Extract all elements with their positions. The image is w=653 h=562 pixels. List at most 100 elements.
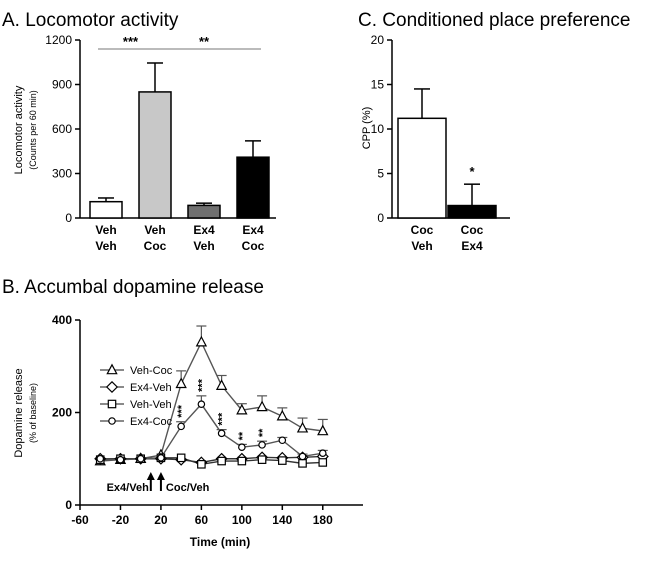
category-label: Coc <box>411 223 434 237</box>
panel-a-ylabel-sub: (Counts per 60 min) <box>28 90 38 170</box>
bar <box>89 200 123 219</box>
significance-label: *** <box>123 34 139 49</box>
category-label: Ex4 <box>461 239 483 253</box>
data-point-triangle <box>296 421 309 433</box>
data-point-circle <box>197 400 206 408</box>
y-tick-label: 200 <box>52 406 72 420</box>
y-tick-label: 0 <box>65 498 72 512</box>
x-tick-label: 180 <box>313 513 333 527</box>
panel-b: B. Accumbal dopamine release Dopamine re… <box>2 277 363 549</box>
panel-a-ylabel: Locomotor activity <box>13 85 25 174</box>
category-label: Veh <box>144 223 165 237</box>
significance-label: * <box>469 164 475 179</box>
bar <box>447 204 497 219</box>
x-tick-label: 60 <box>195 513 209 527</box>
panel-a-title: A. Locomotor activity <box>2 10 179 31</box>
y-tick-label: 20 <box>371 33 385 47</box>
y-tick-label: 0 <box>377 211 384 225</box>
y-tick-label: 600 <box>52 122 72 136</box>
data-point-circle <box>108 417 116 425</box>
data-point-square <box>176 453 186 463</box>
data-point-diamond <box>105 380 119 394</box>
data-point-circle <box>238 443 246 451</box>
y-tick-label: 10 <box>371 122 385 136</box>
data-point-triangle <box>215 379 228 390</box>
panel-c: C. Conditioned place preference CPP (%) … <box>358 10 631 253</box>
bar <box>138 91 172 219</box>
data-point-circle <box>318 449 327 458</box>
legend-label: Ex4-Veh <box>130 382 172 394</box>
data-point-square <box>237 456 247 466</box>
y-tick-label: 5 <box>377 167 384 181</box>
data-point-circle <box>298 452 307 461</box>
data-point-triangle <box>317 424 329 436</box>
data-point-circle <box>116 455 125 464</box>
significance-label: ** <box>237 431 249 440</box>
y-tick-label: 400 <box>52 313 72 327</box>
data-point-square <box>278 456 287 465</box>
category-label: Ex4 <box>242 223 264 237</box>
data-point-circle <box>278 436 287 445</box>
data-point-triangle <box>195 335 208 347</box>
data-point-triangle <box>236 403 248 415</box>
panel-b-xlabel: Time (min) <box>190 535 250 549</box>
panel-b-ylabel-sub: (% of baseline) <box>28 383 38 443</box>
data-point-circle <box>258 441 266 449</box>
panel-a: A. Locomotor activity Locomotor activity… <box>2 10 276 253</box>
significance-label: *** <box>196 378 208 392</box>
bar <box>187 204 221 219</box>
bar <box>236 156 270 219</box>
category-label: Coc <box>242 239 265 253</box>
arrow-head <box>156 472 165 480</box>
data-point-triangle <box>276 409 289 421</box>
y-tick-label: 900 <box>52 78 72 92</box>
legend-label: Veh-Veh <box>130 399 172 411</box>
category-label: Veh <box>193 239 214 253</box>
category-label: Coc <box>461 223 484 237</box>
significance-label: *** <box>176 404 188 418</box>
legend-label: Veh-Coc <box>130 365 173 377</box>
x-tick-label: 140 <box>272 513 292 527</box>
series-line <box>100 403 323 461</box>
x-tick-label: 20 <box>154 513 168 527</box>
arrow-label: Coc/Veh <box>166 482 210 494</box>
legend-label: Ex4-Coc <box>130 416 173 428</box>
data-point-square <box>107 399 117 409</box>
category-label: Veh <box>95 239 116 253</box>
panel-b-ylabel: Dopamine release <box>13 368 25 457</box>
data-point-circle <box>96 454 105 463</box>
significance-label: *** <box>217 412 229 426</box>
data-point-circle <box>136 454 145 463</box>
data-point-square <box>217 456 226 466</box>
panel-c-ylabel: CPP (%) <box>361 107 373 150</box>
significance-label: ** <box>257 428 269 437</box>
data-point-triangle <box>175 377 187 389</box>
data-point-circle <box>217 429 226 438</box>
data-point-square <box>197 460 206 469</box>
y-tick-label: 15 <box>371 78 385 92</box>
bar <box>397 117 447 219</box>
x-tick-label: -20 <box>112 513 130 527</box>
category-label: Coc <box>144 239 167 253</box>
significance-label: ** <box>199 34 210 49</box>
data-point-square <box>257 455 267 464</box>
category-label: Veh <box>411 239 432 253</box>
arrow-label: Ex4/Veh <box>107 482 149 494</box>
data-point-circle <box>157 454 165 462</box>
data-point-circle <box>177 422 185 431</box>
data-point-square <box>298 459 307 468</box>
data-point-square <box>318 458 328 467</box>
data-point-triangle <box>106 363 118 375</box>
data-point-triangle <box>256 400 268 412</box>
arrow-head <box>146 472 155 480</box>
category-label: Veh <box>95 223 116 237</box>
x-tick-label: -60 <box>71 513 89 527</box>
y-tick-label: 300 <box>52 167 72 181</box>
panel-b-title: B. Accumbal dopamine release <box>2 277 264 298</box>
y-tick-label: 0 <box>65 211 72 225</box>
panel-c-title: C. Conditioned place preference <box>358 10 631 31</box>
x-tick-label: 100 <box>232 513 252 527</box>
category-label: Ex4 <box>193 223 215 237</box>
y-tick-label: 1200 <box>45 33 72 47</box>
